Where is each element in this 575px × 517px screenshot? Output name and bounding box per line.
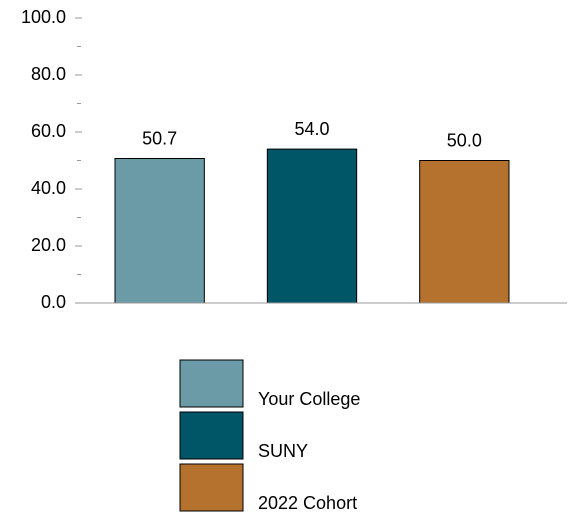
y-tick-label: 100.0 — [21, 7, 66, 27]
y-tick-label: 20.0 — [31, 235, 66, 255]
bar — [419, 160, 510, 304]
legend-swatch — [179, 463, 244, 512]
legend-label: 2022 Cohort — [258, 493, 357, 513]
data-label: 54.0 — [294, 119, 329, 139]
legend-label: Your College — [258, 389, 360, 409]
legend-swatch — [179, 359, 244, 408]
y-tick-label: 80.0 — [31, 64, 66, 84]
data-label: 50.0 — [447, 130, 482, 150]
y-tick-label: 0.0 — [41, 292, 66, 312]
legend-swatch — [179, 411, 244, 460]
legend-label: SUNY — [258, 441, 308, 461]
bar — [266, 148, 358, 304]
data-label: 50.7 — [142, 128, 177, 148]
y-tick-label: 40.0 — [31, 178, 66, 198]
y-tick-label: 60.0 — [31, 121, 66, 141]
bar — [114, 158, 205, 304]
